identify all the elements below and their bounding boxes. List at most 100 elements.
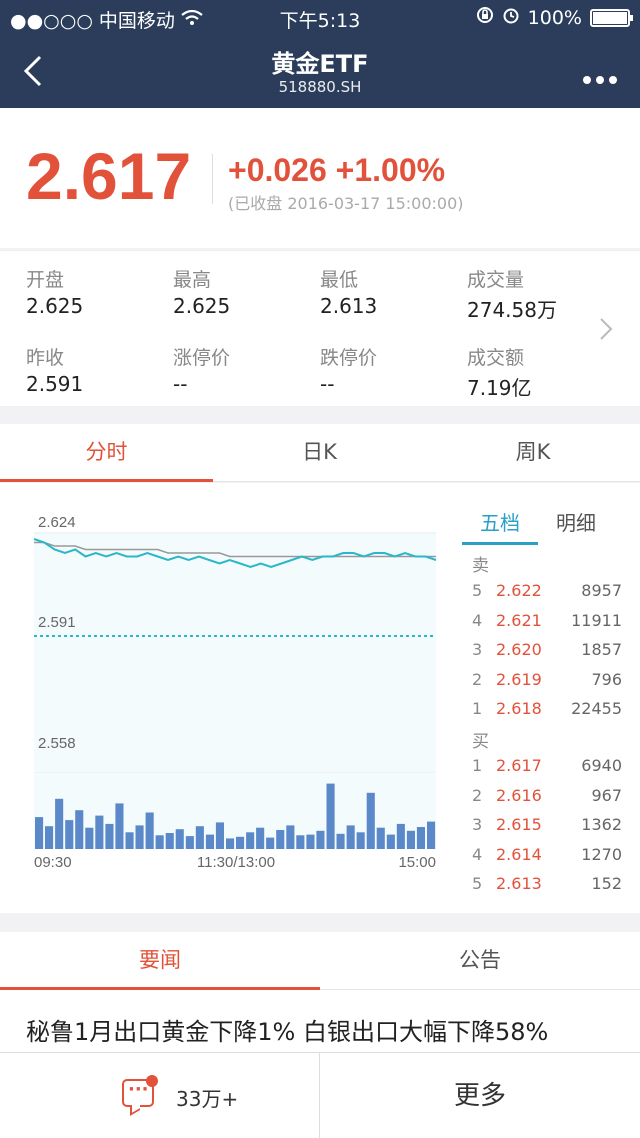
intraday-chart[interactable]: 2.624 2.591 2.558 09:30 11:30/13:00 15:00 <box>0 483 460 913</box>
stat-prev-close: 昨收 2.591 <box>26 343 166 396</box>
order-level: 3 <box>472 815 483 834</box>
order-price: 2.618 <box>496 699 542 718</box>
volume-bar <box>175 829 184 849</box>
stat-value: 7.19亿 <box>467 376 532 400</box>
stat-low: 最低 2.613 <box>320 265 460 318</box>
volume-pane-bg <box>34 773 436 849</box>
stat-label: 昨收 <box>26 347 65 369</box>
tab-details[interactable]: 明细 <box>556 511 596 535</box>
volume-bar <box>145 812 154 849</box>
volume-bar <box>215 822 224 849</box>
price-section: 2.617 +0.026 +1.00% (已收盘 2016-03-17 15:0… <box>0 108 640 248</box>
stat-limit-up: 涨停价 -- <box>173 343 313 396</box>
order-price: 2.615 <box>496 815 542 834</box>
buy-label: 买 <box>472 732 489 752</box>
volume-bar <box>65 820 74 849</box>
stat-value: 2.613 <box>320 294 378 318</box>
y-tick-label: 2.591 <box>38 614 76 631</box>
order-level: 4 <box>472 610 483 630</box>
tab-daily-k[interactable]: 日K <box>302 440 337 464</box>
volume-bar <box>326 783 335 849</box>
order-price: 2.613 <box>496 874 542 893</box>
status-right: 100% <box>476 6 633 29</box>
more-dots-icon <box>583 76 617 84</box>
order-volume: 152 <box>591 874 622 893</box>
order-volume: 967 <box>591 785 622 805</box>
stat-label: 最高 <box>173 269 212 291</box>
battery-percent: 100% <box>527 6 582 29</box>
stat-volume: 成交量 274.58万 <box>467 265 607 323</box>
volume-bar <box>105 823 114 849</box>
tab-intraday[interactable]: 分时 <box>0 424 213 482</box>
battery-icon <box>590 8 633 27</box>
volume-bar <box>266 837 275 849</box>
news-headline[interactable]: 秘鲁1月出口黄金下降1% 白银出口大幅下降58% <box>0 990 640 1052</box>
bottom-bar: 33万+ 更多 <box>0 1052 640 1138</box>
more-news-button[interactable]: 更多 <box>453 1081 506 1111</box>
stat-label: 跌停价 <box>320 347 378 369</box>
tab-weekly-k[interactable]: 周K <box>515 440 551 464</box>
volume-bar <box>276 830 285 849</box>
back-button[interactable] <box>22 54 56 88</box>
volume-bar <box>185 836 194 849</box>
volume-bar <box>286 825 295 849</box>
order-price: 2.622 <box>496 581 542 600</box>
volume-bar <box>135 825 144 849</box>
tab-announcements[interactable]: 公告 <box>459 948 501 972</box>
volume-bar <box>85 827 94 849</box>
order-level: 5 <box>472 581 483 600</box>
price-divider <box>212 154 213 204</box>
volume-bar <box>316 830 325 849</box>
order-level: 5 <box>472 874 483 893</box>
stat-value: 2.625 <box>26 294 84 318</box>
volume-bar <box>396 823 405 849</box>
volume-bar <box>115 803 124 849</box>
stats-panel[interactable]: 开盘 2.625 最高 2.625 最低 2.613 成交量 274.58万 昨… <box>0 250 640 406</box>
volume-bar <box>336 833 345 849</box>
battery-fill <box>593 11 627 24</box>
stat-value: 2.591 <box>26 372 84 396</box>
volume-bar <box>386 834 395 849</box>
order-price: 2.619 <box>496 669 542 689</box>
x-tick-label: 09:30 <box>34 854 72 871</box>
app-header: ●●○○○ 中国移动 下午5:13 100% 黄金ETF 518880.SH <box>0 0 640 108</box>
volume-bar <box>306 834 315 849</box>
chevron-right-icon[interactable] <box>598 315 614 350</box>
volume-bar <box>346 825 355 849</box>
order-price: 2.620 <box>496 640 542 659</box>
order-volume: 22455 <box>571 699 622 718</box>
order-volume: 796 <box>591 669 622 689</box>
price-change: +0.026 +1.00% <box>228 152 446 188</box>
stat-turnover: 成交额 7.19亿 <box>467 343 607 401</box>
stat-value: 2.625 <box>173 294 231 318</box>
order-volume: 11911 <box>571 610 622 630</box>
alarm-icon <box>502 6 520 29</box>
comment-icon <box>122 1079 154 1107</box>
carrier-label: ●●○○○ 中国移动 <box>10 10 175 32</box>
tab-news[interactable]: 要闻 <box>0 932 320 990</box>
order-level: 3 <box>472 640 483 659</box>
price-pane-bg <box>34 533 436 773</box>
comments-button[interactable]: 33万+ <box>0 1053 320 1138</box>
tab-five-levels[interactable]: 五档 <box>462 507 538 545</box>
stat-label: 成交量 <box>467 269 525 291</box>
more-button[interactable] <box>582 58 618 93</box>
volume-bar <box>416 827 425 849</box>
order-volume: 1362 <box>581 815 622 834</box>
volume-bar <box>155 835 164 849</box>
volume-bar <box>55 798 64 849</box>
chevron-left-icon <box>23 55 42 87</box>
volume-bar <box>296 835 305 849</box>
order-level: 4 <box>472 844 483 864</box>
sell-row: 1 2.618 22455 <box>472 699 622 727</box>
volume-bar <box>236 836 245 849</box>
status-bar: ●●○○○ 中国移动 下午5:13 100% <box>0 0 640 36</box>
news-tabs: 要闻 公告 <box>0 932 640 990</box>
market-status: (已收盘 2016-03-17 15:00:00) <box>228 194 464 213</box>
volume-bar <box>256 827 265 849</box>
x-tick-label: 15:00 <box>398 854 436 871</box>
order-price: 2.621 <box>496 610 542 630</box>
stat-label: 最低 <box>320 269 359 291</box>
buy-row: 5 2.613 152 <box>472 874 622 902</box>
chart-area: 2.624 2.591 2.558 09:30 11:30/13:00 15:00 五档 … <box>0 483 640 913</box>
